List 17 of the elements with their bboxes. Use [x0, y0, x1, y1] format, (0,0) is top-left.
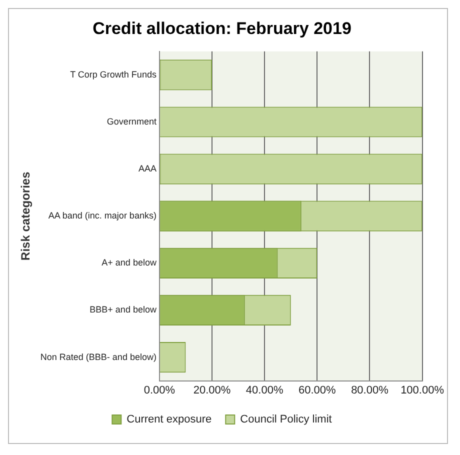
- chart-title: Credit allocation: February 2019: [92, 18, 352, 38]
- y-tick-label: T Corp Growth Funds: [70, 69, 157, 80]
- y-tick-label: Non Rated (BBB- and below): [40, 352, 156, 362]
- y-tick-label: BBB+ and below: [90, 304, 157, 315]
- y-tick-label: AA band (inc. major banks): [48, 210, 156, 221]
- x-tick-label: 100.00%: [400, 384, 444, 396]
- x-tick-label: 0.00%: [144, 384, 176, 396]
- legend-label: Current exposure: [126, 414, 212, 426]
- y-tick-label: Government: [106, 116, 157, 126]
- legend-label: Council Policy limit: [240, 414, 332, 426]
- y-tick-label: A+ and below: [102, 258, 157, 268]
- x-tick-label: 60.00%: [298, 384, 336, 396]
- x-tick-label: 80.00%: [351, 384, 389, 396]
- y-tick-label: AAA: [138, 164, 156, 174]
- y-axis-title: Risk categories: [18, 171, 33, 260]
- x-tick-label: 20.00%: [193, 384, 231, 396]
- x-tick-label: 40.00%: [246, 384, 284, 396]
